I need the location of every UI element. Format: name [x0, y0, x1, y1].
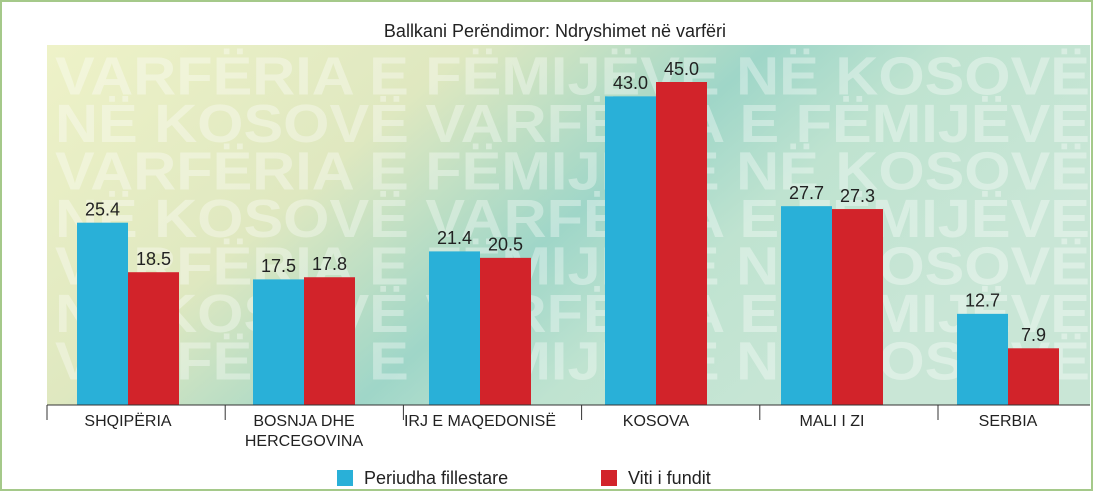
x-tick-label: MALI I ZI: [799, 413, 865, 430]
watermark: VARFËRIA E FËMIJËVE NË KOSOVË: [55, 236, 1090, 296]
bar: [832, 209, 883, 405]
x-tick-label: SHQIPËRIA: [84, 413, 172, 430]
x-tick-label: KOSOVA: [622, 413, 690, 430]
bar: [429, 251, 480, 405]
watermark: VARFËRIA E FËMIJËVE NË KOSOVË: [55, 331, 1090, 391]
value-label: 20.5: [488, 235, 523, 255]
legend-swatch: [337, 470, 353, 486]
bar: [128, 272, 179, 405]
value-label: 17.5: [261, 256, 296, 276]
value-label: 7.9: [1021, 325, 1046, 345]
watermark: VARFËRIA E FËMIJËVE NË KOSOVË: [55, 46, 1090, 106]
x-tick-label: BOSNJA DHE HERCEGOVINA: [244, 413, 364, 450]
plot-background: [47, 45, 1090, 405]
watermark: VARFËRIA E FËMIJËVE NË KOSOVË: [55, 141, 1090, 201]
x-tick-label: IRJ E MAQEDONISË: [403, 413, 557, 430]
bar: [656, 82, 707, 405]
value-label: 27.7: [789, 183, 824, 203]
bar: [77, 222, 128, 405]
value-label: 25.4: [85, 199, 120, 219]
value-label: 12.7: [965, 291, 1000, 311]
value-label: 17.8: [312, 254, 347, 274]
legend-label: Periudha fillestare: [364, 468, 508, 488]
watermark: NË KOSOVË VARFËRIA E FËMIJËVE: [55, 189, 1090, 249]
bar: [957, 313, 1008, 405]
bar: [781, 206, 832, 405]
bar: [605, 96, 656, 405]
value-label: 21.4: [437, 228, 472, 248]
chart-title: Ballkani Perëndimor: Ndryshimet në varfë…: [384, 21, 726, 41]
watermark: NË KOSOVË VARFËRIA E FËMIJËVE: [55, 94, 1090, 154]
value-label: 18.5: [136, 249, 171, 269]
x-tick-label: SERBIA: [978, 413, 1038, 430]
bar: [480, 257, 531, 405]
watermark: NË KOSOVË VARFËRIA E FËMIJËVE: [55, 284, 1090, 344]
value-label: 43.0: [613, 73, 648, 93]
bar: [253, 279, 304, 405]
value-label: 27.3: [840, 186, 875, 206]
legend-swatch: [601, 470, 617, 486]
bar: [304, 277, 355, 405]
legend-label: Viti i fundit: [628, 468, 711, 488]
bar: [1008, 348, 1059, 405]
value-label: 45.0: [664, 59, 699, 79]
